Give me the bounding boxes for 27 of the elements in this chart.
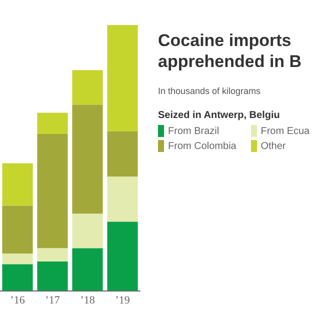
text: In thousands of kilograms: [158, 86, 262, 96]
bar: [2, 206, 33, 254]
bar: [72, 248, 103, 291]
bar: [107, 222, 138, 291]
bar: [107, 25, 138, 132]
bar: [72, 214, 103, 248]
bar: [72, 104, 103, 214]
x-tick-label: ’16: [10, 294, 26, 306]
x-tick-label: ’17: [45, 294, 60, 306]
text: Cocaine imports apprehended in B: [158, 30, 303, 72]
bar: [37, 248, 68, 262]
bar: [37, 112, 68, 134]
legend-label: From Ecua: [260, 126, 310, 136]
bar: [37, 134, 68, 248]
bar: [37, 262, 68, 291]
bar: [72, 70, 103, 105]
legend-label: From Brazil: [168, 126, 220, 136]
legend-label: From Colombia: [168, 140, 236, 152]
legend-title: Seized in Antwerp, Belgiu: [158, 110, 281, 121]
bar: [2, 163, 33, 206]
legend-label: Other: [260, 140, 286, 152]
bar: [2, 264, 33, 291]
bar: [107, 176, 138, 222]
bar: [2, 254, 33, 264]
x-tick-label: ’18: [80, 294, 96, 306]
bar: [107, 131, 138, 177]
x-tick-label: ’19: [115, 294, 130, 306]
